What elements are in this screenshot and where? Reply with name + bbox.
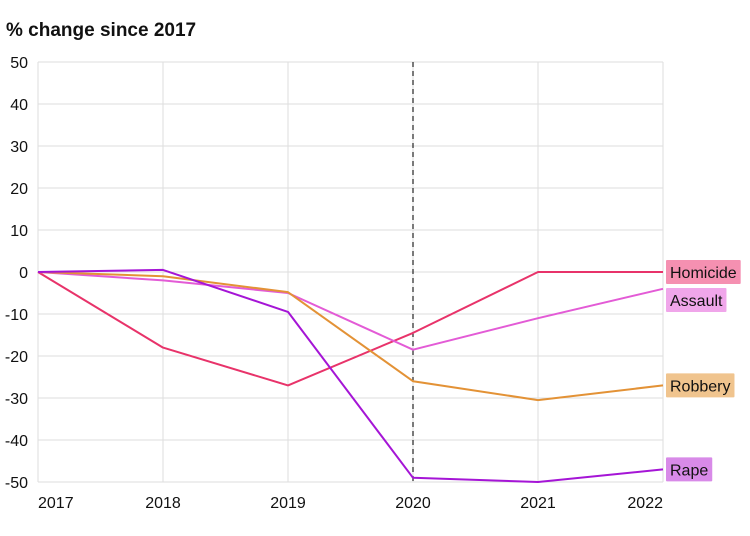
series-label-bg bbox=[666, 288, 727, 312]
x-tick-label: 2022 bbox=[627, 495, 663, 512]
x-axis: 2017 2018 2019 2020 2021 2022 bbox=[38, 495, 663, 512]
y-tick-label: -50 bbox=[5, 475, 28, 492]
series-label-bg bbox=[666, 373, 735, 398]
x-tick-label: 2021 bbox=[520, 495, 556, 512]
x-tick-label: 2018 bbox=[145, 495, 181, 512]
series-line-rape bbox=[37, 268, 664, 483]
y-tick-label: 10 bbox=[10, 223, 28, 240]
y-tick-label: 50 bbox=[10, 55, 28, 72]
x-tick-label: 2020 bbox=[395, 495, 431, 512]
y-tick-label: -20 bbox=[5, 349, 28, 366]
x-tick-label: 2017 bbox=[38, 495, 74, 512]
series-label-bg bbox=[666, 260, 741, 284]
gridlines bbox=[37, 61, 664, 483]
series-label-assault: Assault bbox=[666, 288, 727, 312]
y-tick-label: -30 bbox=[5, 391, 28, 408]
y-tick-label: -10 bbox=[5, 307, 28, 324]
series-label-text: Homicide bbox=[670, 265, 737, 282]
y-tick-label: 30 bbox=[10, 139, 28, 156]
series-label-rape: Rape bbox=[666, 457, 713, 482]
y-tick-label: 20 bbox=[10, 181, 28, 198]
y-tick-label: 40 bbox=[10, 97, 28, 114]
series-label-homicide: Homicide bbox=[666, 260, 741, 284]
series-label-text: Robbery bbox=[670, 378, 730, 395]
series-line-assault bbox=[37, 271, 664, 351]
series-labels: Homicide Assault Robbery Rape bbox=[666, 260, 741, 482]
y-tick-label: 0 bbox=[19, 265, 28, 282]
series-label-text: Rape bbox=[670, 462, 708, 479]
series-lines bbox=[37, 268, 664, 483]
x-tick-label: 2019 bbox=[270, 495, 306, 512]
chart-title: % change since 2017 bbox=[6, 20, 197, 41]
y-tick-label: -40 bbox=[5, 433, 28, 450]
series-label-robbery: Robbery bbox=[666, 373, 735, 398]
series-line-homicide bbox=[37, 271, 663, 387]
series-label-bg bbox=[666, 457, 713, 482]
series-line-robbery bbox=[37, 271, 664, 402]
y-axis: 50 40 30 20 10 0 -10 -20 -30 -40 -50 bbox=[5, 55, 28, 492]
series-label-text: Assault bbox=[670, 293, 723, 310]
